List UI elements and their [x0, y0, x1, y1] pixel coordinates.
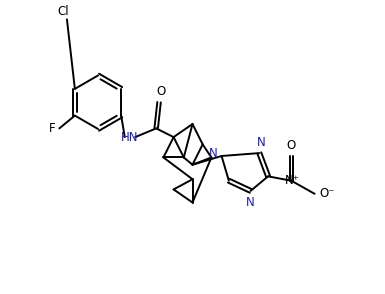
Text: O⁻: O⁻ — [320, 187, 335, 200]
Text: N: N — [246, 196, 255, 209]
Text: N⁺: N⁺ — [285, 174, 300, 187]
Text: O: O — [287, 139, 296, 152]
Text: N: N — [256, 136, 265, 149]
Text: O: O — [156, 86, 165, 98]
Text: F: F — [49, 122, 56, 135]
Text: Cl: Cl — [58, 5, 69, 18]
Text: N: N — [209, 147, 218, 160]
Text: HN: HN — [121, 131, 139, 143]
